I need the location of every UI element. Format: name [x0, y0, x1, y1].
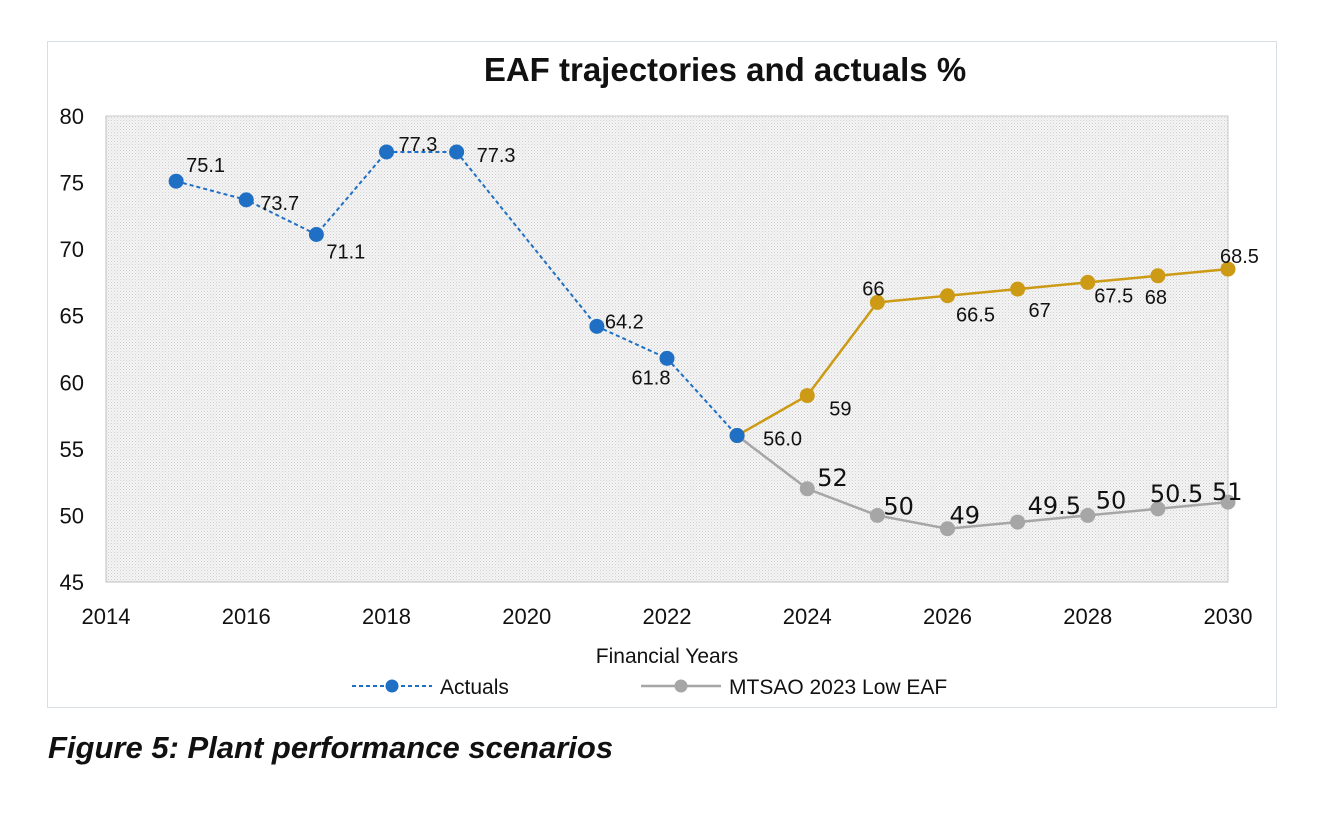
- x-tick-label: 2022: [643, 604, 692, 629]
- gray-point: [1220, 494, 1236, 510]
- orange-series-line: [736, 267, 1229, 437]
- gray-point: [799, 481, 815, 497]
- gray-point: [940, 521, 955, 537]
- actuals-data-label: 77.3: [399, 134, 438, 156]
- actuals-point: [308, 226, 324, 242]
- gray-data-label: 50: [883, 492, 914, 520]
- gray-data-label: 49.5: [1028, 492, 1081, 520]
- x-tick-label: 2028: [1063, 604, 1112, 629]
- orange-point: [869, 294, 885, 310]
- orange-data-label: 68: [1145, 287, 1167, 309]
- y-tick-label: 75: [60, 171, 84, 196]
- orange-point: [1010, 281, 1026, 297]
- y-tick-label: 70: [60, 237, 84, 262]
- actuals-point: [589, 318, 605, 334]
- actuals-data-label: 64.2: [605, 311, 644, 333]
- legend-entry-label: MTSAO 2023 Low EAF: [729, 676, 947, 699]
- actuals-point: [449, 144, 465, 160]
- eaf-line-chart: EAF trajectories and actuals % 45 50 55 60 6…: [60, 51, 1259, 699]
- orange-data-label: 66: [862, 278, 884, 300]
- orange-data-label: 66.5: [956, 305, 995, 327]
- orange-data-label: 68.5: [1220, 246, 1259, 268]
- chart-legend: Actuals MTSAO 2023 Low EAF: [352, 676, 947, 699]
- orange-point: [799, 388, 815, 404]
- gray-data-label: 49: [950, 502, 981, 530]
- gray-data-label: 50: [1096, 486, 1127, 514]
- orange-data-label: 67.5: [1094, 285, 1133, 307]
- gray-point: [1010, 514, 1026, 530]
- actuals-data-label: 56.0: [763, 429, 802, 451]
- y-tick-label: 65: [60, 304, 84, 329]
- gray-data-label: 50.5: [1150, 480, 1203, 508]
- figure-caption: Figure 5: Plant performance scenarios: [48, 730, 614, 765]
- gray-point: [1150, 501, 1166, 517]
- x-tick-label: 2018: [362, 604, 411, 629]
- gray-data-label: 52: [817, 464, 848, 492]
- orange-point: [1220, 261, 1236, 277]
- actuals-data-label: 61.8: [632, 367, 671, 389]
- x-tick-label: 2020: [502, 604, 551, 629]
- orange-point: [1080, 274, 1096, 290]
- plot-area: [105, 115, 1229, 583]
- gray-point: [869, 507, 885, 523]
- x-tick-label: 2024: [783, 604, 832, 629]
- x-tick-label: 2016: [222, 604, 271, 629]
- x-tick-label: 2026: [923, 604, 972, 629]
- orange-point: [940, 288, 955, 304]
- y-tick-label: 80: [60, 104, 84, 129]
- y-tick-label: 45: [60, 570, 84, 595]
- actuals-point: [659, 350, 675, 366]
- actuals-point: [379, 144, 394, 160]
- actuals-data-label: 77.3: [477, 145, 516, 167]
- gray-series-line: [736, 434, 1229, 531]
- legend-swatch-marker: [674, 679, 688, 693]
- gray-data-label: 51: [1212, 478, 1243, 506]
- orange-data-label: 59: [829, 399, 851, 421]
- orange-data-label: 67: [1029, 300, 1051, 322]
- y-tick-label: 50: [60, 503, 84, 528]
- y-tick-label: 55: [60, 437, 84, 462]
- actuals-data-label: 75.1: [186, 155, 225, 177]
- legend-entry-label: Actuals: [440, 676, 509, 699]
- actuals-data-label: 73.7: [260, 193, 299, 215]
- y-tick-label: 60: [60, 370, 84, 395]
- x-tick-label: 2014: [82, 604, 131, 629]
- x-tick-label: 2030: [1204, 604, 1253, 629]
- actuals-series-line: [175, 150, 738, 437]
- actuals-data-label: 71.1: [326, 241, 365, 263]
- orange-point: [1150, 268, 1166, 284]
- x-axis-label: Financial Years: [596, 645, 738, 668]
- legend-swatch-marker: [385, 679, 399, 693]
- actuals-point: [168, 173, 184, 189]
- chart-title: EAF trajectories and actuals %: [484, 51, 966, 88]
- gray-point: [1080, 507, 1096, 523]
- actuals-point: [729, 428, 745, 444]
- actuals-point: [238, 192, 254, 208]
